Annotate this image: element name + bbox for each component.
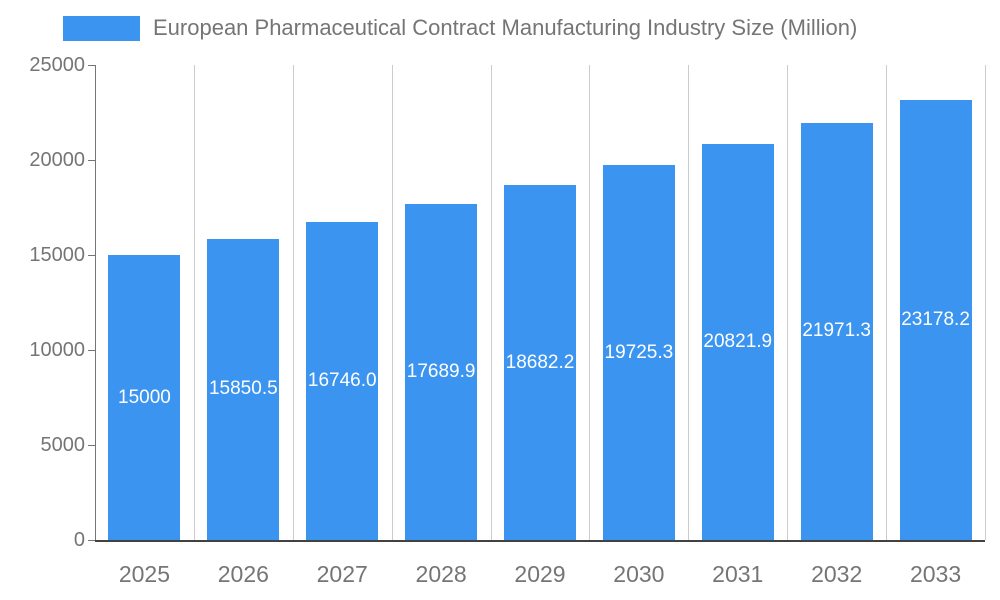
- bar-value-label: 19725.3: [604, 341, 674, 363]
- gridline-vertical: [490, 65, 492, 540]
- y-axis-tick-label: 20000: [29, 149, 85, 171]
- y-axis-line: [95, 65, 96, 540]
- y-axis-tick-mark: [88, 160, 95, 161]
- bar-value-label: 23178.2: [901, 308, 970, 330]
- y-axis-tick-label: 10000: [29, 339, 85, 361]
- bar-value-label: 16746.0: [307, 369, 377, 391]
- bar[interactable]: [701, 144, 774, 540]
- bar-value-label: 17689.9: [406, 360, 476, 382]
- bar-value-label: 15000: [118, 386, 171, 408]
- bar-value-label: 18682.2: [505, 351, 575, 373]
- bar[interactable]: [405, 203, 478, 540]
- y-axis-tick-mark: [88, 350, 95, 351]
- x-axis-tick-label: 2033: [909, 561, 962, 587]
- x-axis-tick-label: 2031: [712, 561, 764, 587]
- y-axis-tick-mark: [88, 540, 95, 541]
- gridline-vertical: [787, 65, 789, 540]
- bar-value-label: 15850.5: [208, 378, 278, 400]
- y-axis-tick-mark: [88, 255, 95, 256]
- x-axis-tick-label: 2028: [415, 561, 467, 587]
- gridline-vertical: [193, 65, 195, 540]
- x-axis-tick-label: 2030: [613, 561, 665, 587]
- x-axis-tick-label: 2025: [118, 561, 171, 587]
- bar[interactable]: [602, 165, 675, 540]
- y-axis-tick-label: 25000: [29, 54, 85, 76]
- bar[interactable]: [899, 99, 972, 540]
- bar[interactable]: [504, 185, 576, 540]
- legend: European Pharmaceutical Contract Manufac…: [63, 14, 857, 42]
- y-axis-tick-label: 0: [73, 529, 85, 551]
- gridline-vertical: [886, 65, 888, 540]
- y-axis-tick-label: 15000: [29, 244, 85, 266]
- gridline-vertical: [391, 65, 393, 540]
- gridline-vertical: [589, 65, 591, 540]
- y-axis-tick-mark: [88, 445, 95, 446]
- x-axis-tick-label: 2027: [316, 561, 368, 587]
- bar[interactable]: [306, 221, 379, 540]
- x-axis-tick-label: 2032: [811, 561, 863, 587]
- bar[interactable]: [108, 255, 181, 540]
- gridline-vertical: [688, 65, 690, 540]
- gridline-vertical: [292, 65, 294, 540]
- x-axis-line: [95, 540, 985, 542]
- chart-title: European Pharmaceutical Contract Manufac…: [153, 15, 858, 40]
- y-axis-tick-label: 5000: [40, 434, 86, 456]
- y-axis-tick-mark: [88, 65, 95, 66]
- bar[interactable]: [207, 238, 280, 540]
- bar-value-label: 21971.3: [802, 320, 871, 342]
- x-axis-tick-label: 2029: [514, 561, 566, 587]
- bar[interactable]: [800, 122, 873, 540]
- legend-swatch: [63, 15, 140, 41]
- bar-value-label: 20821.9: [703, 331, 773, 353]
- gridline-vertical: [985, 65, 986, 540]
- x-axis-tick-label: 2026: [217, 561, 269, 587]
